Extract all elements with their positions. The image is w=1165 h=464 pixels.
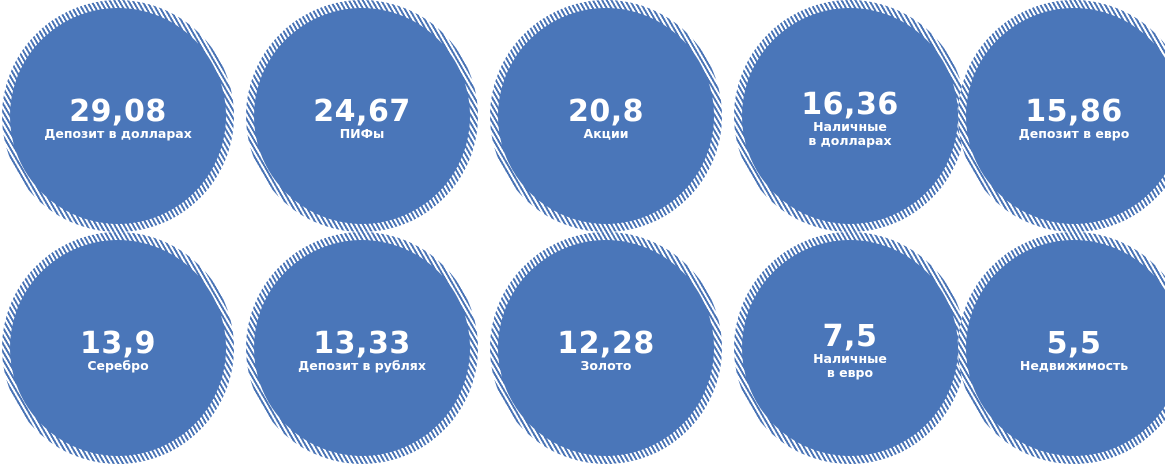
asset-label: Депозит в долларах bbox=[44, 125, 192, 141]
circle-body: 5,5 Недвижимость bbox=[966, 240, 1165, 456]
circle-body: 20,8 Акции bbox=[498, 8, 714, 224]
asset-value: 13,33 bbox=[313, 325, 411, 361]
asset-value: 15,86 bbox=[1025, 93, 1123, 129]
asset-value: 29,08 bbox=[69, 93, 167, 129]
asset-label: Наличные в долларах bbox=[808, 118, 892, 148]
asset-circle-silver: 13,9 Серебро bbox=[2, 232, 234, 464]
asset-value: 20,8 bbox=[567, 93, 645, 129]
circle-body: 7,5 Наличные в евро bbox=[742, 240, 958, 456]
asset-circle-deposit-usd: 29,08 Депозит в долларах bbox=[2, 0, 234, 232]
asset-circle-deposit-rub: 13,33 Депозит в рублях bbox=[246, 232, 478, 464]
asset-value: 16,36 bbox=[801, 86, 899, 122]
circle-body: 29,08 Депозит в долларах bbox=[10, 8, 226, 224]
circle-body: 15,86 Депозит в евро bbox=[966, 8, 1165, 224]
asset-label: Депозит в рублях bbox=[298, 357, 426, 373]
asset-circle-gold: 12,28 Золото bbox=[490, 232, 722, 464]
asset-label: ПИФы bbox=[339, 125, 385, 141]
circle-body: 13,33 Депозит в рублях bbox=[254, 240, 470, 456]
circle-body: 13,9 Серебро bbox=[10, 240, 226, 456]
asset-value: 24,67 bbox=[313, 93, 411, 129]
asset-label: Наличные в евро bbox=[813, 350, 887, 380]
asset-circle-stocks: 20,8 Акции bbox=[490, 0, 722, 232]
asset-value: 13,9 bbox=[79, 325, 157, 361]
circle-body: 12,28 Золото bbox=[498, 240, 714, 456]
asset-circle-cash-usd: 16,36 Наличные в долларах bbox=[734, 0, 966, 232]
asset-label: Депозит в евро bbox=[1018, 125, 1130, 141]
asset-value: 12,28 bbox=[557, 325, 655, 361]
asset-label: Серебро bbox=[87, 357, 149, 373]
asset-value: 5,5 bbox=[1046, 325, 1102, 361]
asset-circle-real-estate: 5,5 Недвижимость bbox=[958, 232, 1165, 464]
asset-circle-cash-eur: 7,5 Наличные в евро bbox=[734, 232, 966, 464]
circle-body: 24,67 ПИФы bbox=[254, 8, 470, 224]
asset-circle-deposit-eur: 15,86 Депозит в евро bbox=[958, 0, 1165, 232]
asset-label: Акции bbox=[583, 125, 629, 141]
circle-body: 16,36 Наличные в долларах bbox=[742, 8, 958, 224]
asset-value: 7,5 bbox=[822, 318, 878, 354]
asset-label: Золото bbox=[580, 357, 632, 373]
asset-label: Недвижимость bbox=[1019, 357, 1129, 373]
asset-circle-mutual-funds: 24,67 ПИФы bbox=[246, 0, 478, 232]
